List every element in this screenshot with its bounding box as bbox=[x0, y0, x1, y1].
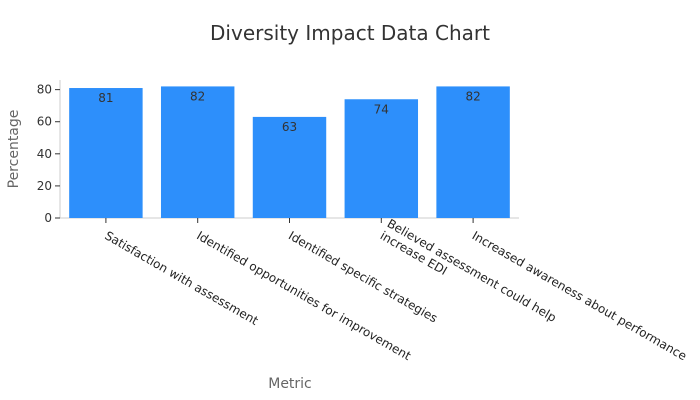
x-axis-title: Metric bbox=[268, 376, 312, 392]
x-tick-label: Satisfaction with assessment bbox=[102, 228, 260, 328]
x-tick-label-line: Satisfaction with assessment bbox=[102, 228, 260, 328]
bar bbox=[436, 86, 510, 218]
chart-title: Diversity Impact Data Chart bbox=[210, 21, 490, 45]
data-label: 82 bbox=[465, 89, 480, 103]
data-labels: 81 82 63 74 82 bbox=[98, 89, 480, 133]
y-tick-label: 60 bbox=[37, 115, 52, 129]
y-ticks: 0 20 40 60 80 bbox=[37, 83, 60, 225]
bar bbox=[252, 116, 327, 218]
y-axis-title: Percentage bbox=[6, 110, 22, 189]
bar bbox=[69, 88, 143, 218]
y-tick-label: 40 bbox=[37, 147, 52, 161]
y-tick-label: 20 bbox=[37, 179, 52, 193]
bars bbox=[69, 86, 510, 218]
data-label: 81 bbox=[98, 91, 113, 105]
data-label: 63 bbox=[282, 120, 297, 134]
y-tick-label: 80 bbox=[37, 83, 52, 97]
bar bbox=[160, 86, 235, 218]
x-tick-label: Believed assessment could helpincrease E… bbox=[378, 216, 559, 337]
y-tick-label: 0 bbox=[44, 211, 52, 225]
data-label: 82 bbox=[190, 89, 205, 103]
plot-area: 81 82 63 74 82 0 20 40 60 80 Satisfaction with a… bbox=[37, 80, 689, 363]
bar bbox=[344, 99, 419, 218]
data-label: 74 bbox=[374, 102, 389, 116]
